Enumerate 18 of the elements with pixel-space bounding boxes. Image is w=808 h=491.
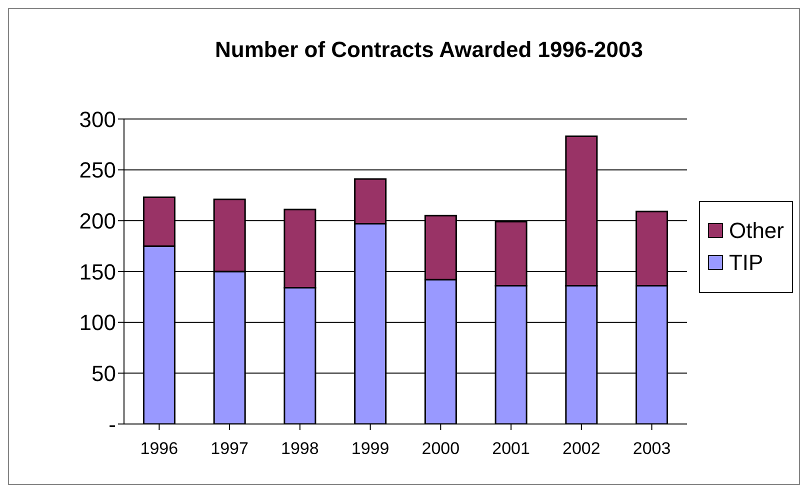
x-tick-label: 2002 (562, 439, 600, 458)
x-tick-label: 1996 (140, 439, 178, 458)
y-tick-label: 150 (79, 259, 116, 284)
x-tick-label: 2000 (422, 439, 460, 458)
y-tick-label: 200 (79, 208, 116, 234)
x-tick-label: 1997 (210, 439, 248, 458)
x-tick-label: 1999 (351, 439, 390, 458)
x-tick-label: 1998 (281, 439, 319, 458)
x-tick-label: 2001 (492, 439, 530, 458)
chart-title: Number of Contracts Awarded 1996-2003 (214, 37, 644, 63)
legend-label: Other (728, 218, 784, 244)
y-tick-label: 250 (79, 158, 116, 183)
y-tick-label: - (108, 412, 116, 437)
y-tick-label: 300 (79, 106, 116, 132)
legend-label: TIP (728, 250, 764, 276)
x-tick-label: 2003 (632, 439, 671, 458)
y-tick-label: 50 (92, 360, 116, 386)
y-tick-label: 100 (79, 310, 116, 336)
